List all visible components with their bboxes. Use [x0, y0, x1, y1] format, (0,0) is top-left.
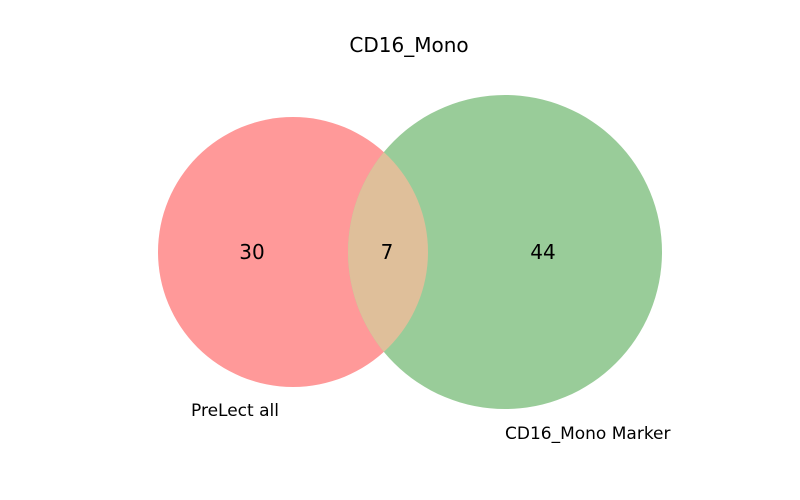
- set-label-cd16-mono-marker: CD16_Mono Marker: [505, 424, 671, 444]
- count-left-only: 30: [239, 240, 264, 264]
- set-circle-cd16-mono-marker: [348, 95, 662, 409]
- diagram-title: CD16_Mono: [349, 33, 468, 57]
- set-label-prelect-all: PreLect all: [191, 401, 279, 421]
- count-intersection: 7: [381, 240, 394, 264]
- count-right-only: 44: [530, 240, 555, 264]
- set-circle-prelect-all: [158, 117, 428, 387]
